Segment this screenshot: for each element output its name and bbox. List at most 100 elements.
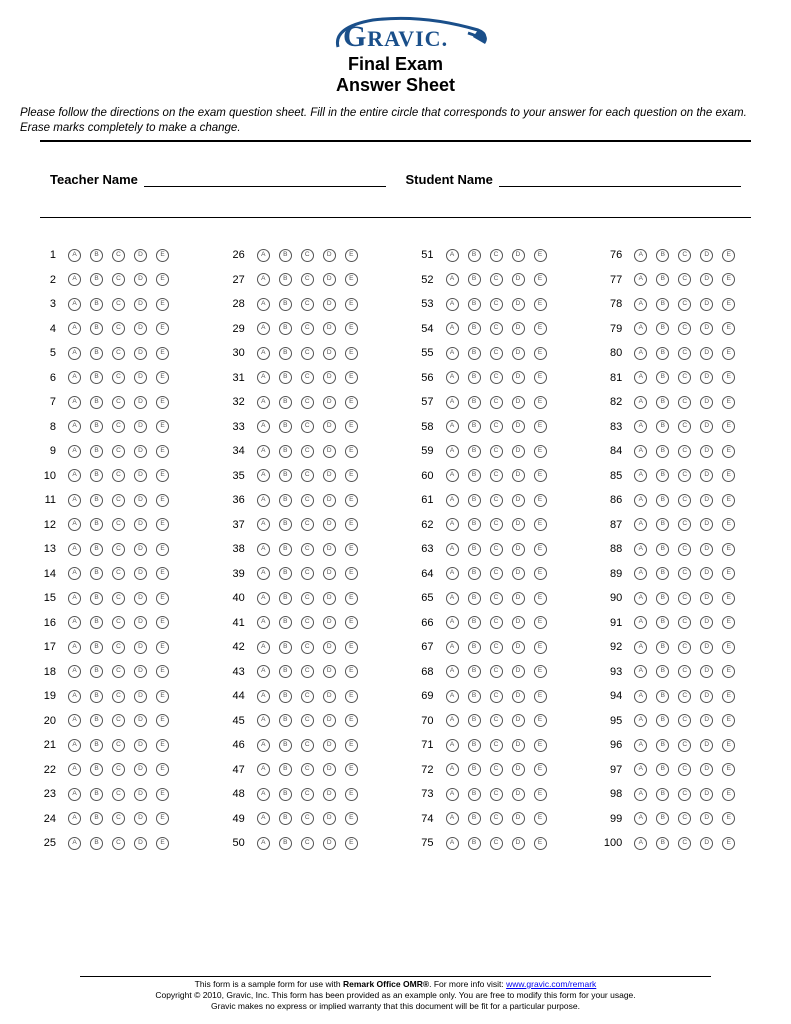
answer-bubble-d[interactable]: D — [323, 567, 336, 580]
answer-bubble-b[interactable]: B — [279, 665, 292, 678]
answer-bubble-a[interactable]: A — [634, 739, 647, 752]
answer-bubble-c[interactable]: C — [678, 812, 691, 825]
answer-bubble-b[interactable]: B — [468, 567, 481, 580]
answer-bubble-b[interactable]: B — [90, 494, 103, 507]
answer-bubble-b[interactable]: B — [279, 494, 292, 507]
answer-bubble-d[interactable]: D — [700, 641, 713, 654]
answer-bubble-b[interactable]: B — [468, 592, 481, 605]
answer-bubble-b[interactable]: B — [656, 445, 669, 458]
answer-bubble-d[interactable]: D — [512, 837, 525, 850]
answer-bubble-e[interactable]: E — [345, 543, 358, 556]
answer-bubble-e[interactable]: E — [156, 273, 169, 286]
answer-bubble-e[interactable]: E — [722, 543, 735, 556]
answer-bubble-a[interactable]: A — [446, 543, 459, 556]
answer-bubble-c[interactable]: C — [490, 420, 503, 433]
answer-bubble-e[interactable]: E — [345, 249, 358, 262]
answer-bubble-e[interactable]: E — [345, 518, 358, 531]
answer-bubble-e[interactable]: E — [345, 494, 358, 507]
answer-bubble-d[interactable]: D — [512, 249, 525, 262]
answer-bubble-e[interactable]: E — [534, 518, 547, 531]
answer-bubble-c[interactable]: C — [301, 812, 314, 825]
answer-bubble-a[interactable]: A — [446, 690, 459, 703]
answer-bubble-d[interactable]: D — [700, 690, 713, 703]
answer-bubble-a[interactable]: A — [257, 420, 270, 433]
answer-bubble-e[interactable]: E — [534, 469, 547, 482]
answer-bubble-d[interactable]: D — [700, 837, 713, 850]
answer-bubble-c[interactable]: C — [678, 273, 691, 286]
answer-bubble-c[interactable]: C — [678, 665, 691, 678]
answer-bubble-d[interactable]: D — [323, 837, 336, 850]
answer-bubble-d[interactable]: D — [134, 445, 147, 458]
answer-bubble-e[interactable]: E — [534, 420, 547, 433]
answer-bubble-d[interactable]: D — [323, 298, 336, 311]
answer-bubble-b[interactable]: B — [90, 249, 103, 262]
footer-link[interactable]: www.gravic.com/remark — [506, 979, 596, 989]
answer-bubble-d[interactable]: D — [512, 763, 525, 776]
answer-bubble-c[interactable]: C — [301, 641, 314, 654]
answer-bubble-a[interactable]: A — [634, 690, 647, 703]
answer-bubble-c[interactable]: C — [490, 714, 503, 727]
answer-bubble-a[interactable]: A — [446, 837, 459, 850]
answer-bubble-d[interactable]: D — [512, 690, 525, 703]
answer-bubble-b[interactable]: B — [656, 788, 669, 801]
answer-bubble-a[interactable]: A — [634, 322, 647, 335]
answer-bubble-c[interactable]: C — [490, 837, 503, 850]
answer-bubble-c[interactable]: C — [678, 494, 691, 507]
answer-bubble-b[interactable]: B — [656, 690, 669, 703]
answer-bubble-b[interactable]: B — [90, 714, 103, 727]
answer-bubble-c[interactable]: C — [678, 322, 691, 335]
answer-bubble-b[interactable]: B — [468, 812, 481, 825]
answer-bubble-a[interactable]: A — [68, 469, 81, 482]
answer-bubble-d[interactable]: D — [512, 567, 525, 580]
answer-bubble-b[interactable]: B — [279, 616, 292, 629]
answer-bubble-b[interactable]: B — [656, 298, 669, 311]
answer-bubble-a[interactable]: A — [634, 273, 647, 286]
answer-bubble-e[interactable]: E — [156, 322, 169, 335]
answer-bubble-b[interactable]: B — [279, 420, 292, 433]
answer-bubble-d[interactable]: D — [512, 616, 525, 629]
answer-bubble-d[interactable]: D — [512, 788, 525, 801]
answer-bubble-c[interactable]: C — [112, 322, 125, 335]
answer-bubble-b[interactable]: B — [656, 518, 669, 531]
answer-bubble-a[interactable]: A — [68, 494, 81, 507]
answer-bubble-a[interactable]: A — [68, 788, 81, 801]
answer-bubble-b[interactable]: B — [468, 445, 481, 458]
answer-bubble-c[interactable]: C — [301, 445, 314, 458]
answer-bubble-a[interactable]: A — [68, 371, 81, 384]
answer-bubble-b[interactable]: B — [279, 739, 292, 752]
answer-bubble-b[interactable]: B — [468, 763, 481, 776]
answer-bubble-d[interactable]: D — [323, 665, 336, 678]
answer-bubble-e[interactable]: E — [156, 543, 169, 556]
answer-bubble-b[interactable]: B — [468, 641, 481, 654]
answer-bubble-b[interactable]: B — [279, 396, 292, 409]
answer-bubble-b[interactable]: B — [656, 665, 669, 678]
answer-bubble-a[interactable]: A — [257, 665, 270, 678]
answer-bubble-c[interactable]: C — [490, 298, 503, 311]
answer-bubble-e[interactable]: E — [722, 714, 735, 727]
answer-bubble-b[interactable]: B — [90, 641, 103, 654]
answer-bubble-e[interactable]: E — [156, 616, 169, 629]
answer-bubble-a[interactable]: A — [446, 788, 459, 801]
answer-bubble-c[interactable]: C — [678, 249, 691, 262]
answer-bubble-a[interactable]: A — [634, 518, 647, 531]
answer-bubble-a[interactable]: A — [634, 347, 647, 360]
answer-bubble-c[interactable]: C — [112, 273, 125, 286]
answer-bubble-d[interactable]: D — [700, 396, 713, 409]
answer-bubble-a[interactable]: A — [634, 714, 647, 727]
answer-bubble-b[interactable]: B — [90, 396, 103, 409]
answer-bubble-c[interactable]: C — [490, 763, 503, 776]
answer-bubble-d[interactable]: D — [323, 739, 336, 752]
answer-bubble-c[interactable]: C — [301, 690, 314, 703]
answer-bubble-c[interactable]: C — [301, 714, 314, 727]
answer-bubble-e[interactable]: E — [722, 592, 735, 605]
answer-bubble-d[interactable]: D — [134, 837, 147, 850]
answer-bubble-c[interactable]: C — [678, 298, 691, 311]
answer-bubble-d[interactable]: D — [323, 273, 336, 286]
answer-bubble-d[interactable]: D — [512, 445, 525, 458]
answer-bubble-a[interactable]: A — [68, 763, 81, 776]
answer-bubble-e[interactable]: E — [534, 739, 547, 752]
answer-bubble-c[interactable]: C — [678, 420, 691, 433]
answer-bubble-a[interactable]: A — [257, 739, 270, 752]
answer-bubble-a[interactable]: A — [257, 763, 270, 776]
answer-bubble-d[interactable]: D — [700, 714, 713, 727]
